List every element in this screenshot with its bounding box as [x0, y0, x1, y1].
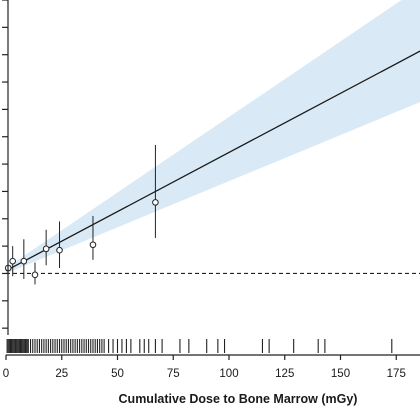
- x-tick-label-5: 100: [219, 368, 238, 380]
- data-point-2: [9, 257, 16, 265]
- data-point-7: [89, 241, 97, 249]
- confidence-band-layer: [6, 0, 420, 274]
- data-point-6: [56, 246, 63, 254]
- x-axis-title: Cumulative Dose to Bone Marrow (mGy): [119, 392, 358, 406]
- x-tick-label-3: 50: [111, 368, 124, 380]
- confidence-band: [6, 0, 420, 274]
- rug-layer: [6, 339, 393, 353]
- data-point-8: [152, 199, 159, 206]
- x-tick-label-4: 75: [167, 368, 180, 380]
- x-tick-label-8: 175: [387, 368, 406, 380]
- x-ticks-layer: 0 25 50 75 100 125 150 175: [3, 355, 406, 380]
- fit-line: [5, 50, 420, 272]
- x-tick-label-7: 150: [331, 368, 350, 380]
- axes-layer: [2, 0, 420, 356]
- data-point-5: [42, 245, 50, 253]
- x-tick-label-6: 125: [275, 368, 294, 380]
- data-point-4: [31, 271, 39, 279]
- data-point-3: [20, 257, 28, 265]
- fit-line-layer: [5, 50, 420, 272]
- x-tick-label-1: 0: [3, 368, 9, 380]
- x-tick-label-2: 25: [55, 368, 68, 380]
